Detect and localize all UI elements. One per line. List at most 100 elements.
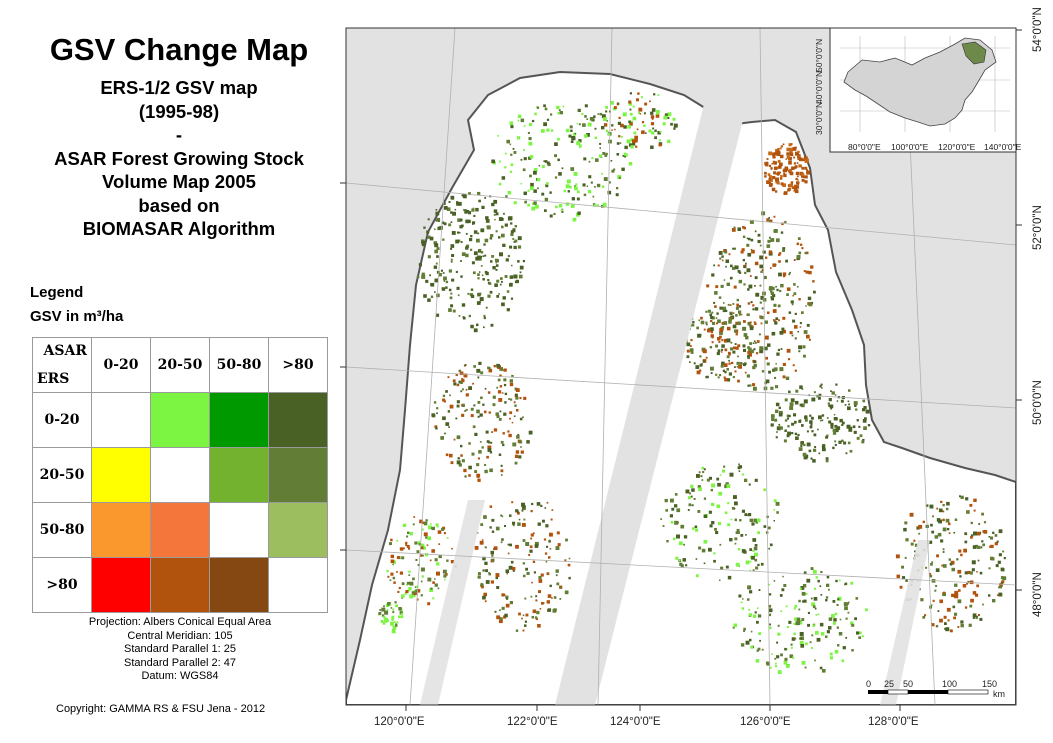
forest-pixel bbox=[501, 280, 503, 283]
forest-pixel bbox=[546, 501, 549, 504]
forest-pixel bbox=[483, 326, 485, 329]
forest-pixel bbox=[683, 535, 688, 539]
forest-pixel bbox=[426, 230, 430, 234]
forest-pixel bbox=[626, 139, 631, 144]
forest-pixel bbox=[508, 433, 512, 438]
forest-pixel bbox=[401, 556, 405, 560]
forest-pixel bbox=[847, 406, 851, 411]
graticule bbox=[346, 28, 1016, 705]
forest-pixel bbox=[390, 559, 395, 564]
forest-pixel bbox=[667, 117, 670, 119]
forest-pixel bbox=[474, 546, 479, 550]
forest-pixel bbox=[930, 523, 933, 527]
forest-pixel bbox=[909, 512, 914, 517]
forest-pixel bbox=[599, 112, 603, 116]
forest-pixel bbox=[738, 279, 743, 284]
forest-pixel bbox=[742, 235, 746, 238]
forest-pixel bbox=[732, 350, 736, 354]
forest-pixel bbox=[799, 322, 802, 325]
forest-pixel bbox=[805, 305, 807, 307]
forest-pixel bbox=[628, 102, 632, 106]
forest-pixel bbox=[484, 271, 488, 274]
forest-pixel bbox=[520, 118, 525, 123]
forest-pixel bbox=[423, 532, 428, 537]
forest-pixel bbox=[776, 152, 781, 157]
forest-pixel bbox=[559, 586, 562, 589]
forest-pixel bbox=[470, 294, 475, 298]
forest-pixel bbox=[719, 306, 723, 310]
forest-pixel bbox=[412, 523, 415, 526]
forest-pixel bbox=[729, 304, 732, 306]
forest-pixel bbox=[544, 107, 548, 111]
forest-pixel bbox=[499, 609, 501, 612]
legend-column-header: 50-80 bbox=[209, 337, 269, 393]
forest-pixel bbox=[804, 166, 808, 170]
forest-pixel bbox=[415, 585, 419, 588]
forest-pixel bbox=[973, 531, 977, 536]
forest-pixel bbox=[420, 594, 423, 597]
forest-pixel bbox=[739, 519, 742, 522]
forest-pixel bbox=[494, 283, 498, 287]
forest-pixel bbox=[499, 619, 503, 624]
forest-pixel bbox=[773, 171, 777, 175]
forest-pixel bbox=[847, 400, 850, 403]
forest-pixel bbox=[667, 139, 671, 144]
forest-pixel bbox=[804, 454, 809, 459]
forest-pixel bbox=[754, 478, 758, 482]
forest-pixel bbox=[795, 185, 800, 189]
forest-pixel bbox=[792, 295, 794, 297]
forest-pixel bbox=[822, 447, 826, 452]
forest-pixel bbox=[478, 361, 482, 365]
forest-pixel bbox=[819, 622, 824, 627]
forest-pixel bbox=[838, 440, 842, 444]
forest-pixel bbox=[738, 365, 742, 369]
forest-pixel bbox=[752, 614, 757, 618]
forest-pixel bbox=[429, 588, 434, 592]
forest-pixel bbox=[753, 348, 756, 351]
forest-pixel bbox=[994, 534, 998, 537]
forest-pixel bbox=[758, 333, 761, 336]
forest-pixel bbox=[811, 647, 814, 649]
forest-pixel bbox=[768, 608, 773, 613]
forest-pixel bbox=[859, 631, 862, 635]
forest-pixel bbox=[856, 436, 860, 440]
forest-pixel bbox=[772, 263, 776, 267]
forest-pixel bbox=[616, 103, 619, 106]
forest-pixel bbox=[638, 111, 641, 114]
forest-pixel bbox=[966, 510, 970, 514]
forest-pixel bbox=[808, 302, 813, 307]
inset-longitude-label: 100°0'0"E bbox=[891, 142, 929, 152]
forest-pixel bbox=[413, 592, 417, 596]
forest-pixel bbox=[775, 436, 778, 439]
forest-pixel bbox=[736, 365, 739, 368]
forest-pixel bbox=[810, 265, 814, 269]
forest-pixel bbox=[507, 216, 512, 221]
forest-pixel bbox=[456, 400, 460, 404]
forest-pixel bbox=[474, 432, 478, 436]
forest-pixel bbox=[482, 556, 486, 561]
forest-pixel bbox=[569, 186, 572, 189]
forest-pixel bbox=[466, 210, 470, 213]
forest-pixel bbox=[484, 469, 488, 474]
forest-pixel bbox=[798, 154, 800, 156]
forest-pixel bbox=[408, 589, 411, 592]
forest-pixel bbox=[710, 334, 714, 338]
forest-pixel bbox=[749, 324, 752, 328]
forest-pixel bbox=[758, 589, 761, 591]
forest-pixel bbox=[732, 324, 737, 329]
forest-pixel bbox=[487, 279, 490, 282]
forest-pixel bbox=[523, 396, 527, 400]
forest-pixel bbox=[395, 604, 398, 608]
forest-pixel bbox=[803, 599, 807, 603]
forest-pixel bbox=[708, 547, 712, 552]
forest-pixel bbox=[834, 612, 838, 616]
forest-pixel bbox=[495, 573, 500, 577]
forest-pixel bbox=[500, 440, 504, 444]
forest-pixel bbox=[594, 136, 597, 139]
forest-pixel bbox=[742, 363, 746, 367]
forest-pixel bbox=[834, 649, 839, 654]
forest-pixel bbox=[455, 417, 458, 420]
forest-pixel bbox=[421, 272, 425, 276]
forest-pixel bbox=[709, 524, 713, 528]
forest-pixel bbox=[421, 528, 424, 531]
